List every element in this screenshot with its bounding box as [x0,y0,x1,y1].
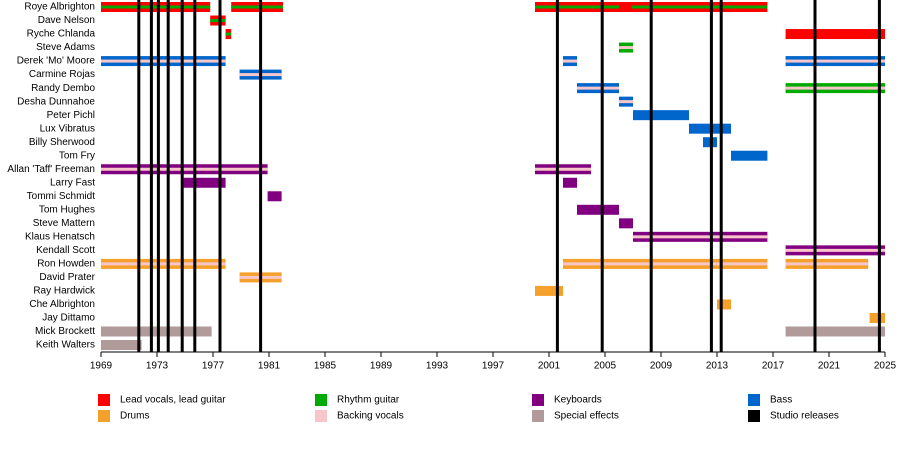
member-name: Che Albrighton [29,299,95,310]
membership-bar [101,326,212,337]
membership-stripe [101,5,211,9]
membership-stripe [210,19,226,23]
legend-swatch [315,394,327,406]
member-name: Ryche Chlanda [27,29,96,40]
member-name: Allan 'Taff' Freeman [7,164,95,175]
member-name: Tom Fry [59,150,95,161]
x-tick-label: 1993 [426,361,449,372]
x-tick-label: 2017 [762,361,785,372]
membership-stripe [785,59,885,63]
member-name: Peter Pichl [47,110,95,121]
x-tick-label: 1989 [370,361,393,372]
membership-bar [717,299,731,310]
x-tick-label: 2021 [818,361,841,372]
legend-label: Backing vocals [337,411,404,422]
membership-stripe [577,86,619,90]
x-tick-label: 2001 [538,361,561,372]
legend-label: Special effects [554,411,619,422]
membership-stripe [101,167,268,171]
legend-swatch [748,394,760,406]
member-name: Carmine Rojas [29,69,95,80]
membership-bar [869,312,885,323]
member-name: Klaus Henatsch [25,231,95,242]
membership-bar [563,177,577,188]
membership-stripe [231,5,283,9]
member-name: Larry Fast [50,177,95,188]
member-name: Ron Howden [37,259,95,270]
member-name: Randy Dembo [31,83,95,94]
membership-bar [577,204,619,215]
member-name: Roye Albrighton [24,2,95,13]
membership-stripe [101,59,226,63]
x-tick-label: 2005 [594,361,617,372]
legend-swatch [748,410,760,422]
legend-label: Studio releases [770,411,839,422]
membership-stripe [633,235,768,239]
membership-bar [785,326,885,337]
membership-bar [101,340,142,350]
membership-bar [183,177,226,188]
x-tick-label: 1969 [90,361,113,372]
member-name: Billy Sherwood [29,137,95,148]
member-name: Kendall Scott [36,245,95,256]
member-name: Derek 'Mo' Moore [17,56,96,67]
x-tick-label: 2025 [874,361,897,372]
membership-stripe [785,86,885,90]
member-name: Dave Nelson [38,15,95,26]
x-tick-label: 1973 [146,361,169,372]
membership-stripe [101,262,226,266]
membership-bar [619,218,633,229]
x-tick-label: 2013 [706,361,729,372]
membership-stripe [785,248,885,252]
member-name: Lux Vibratus [40,123,95,134]
membership-stripe [535,167,591,171]
member-name: Keith Walters [36,340,95,351]
legend-swatch [532,394,544,406]
member-name: Steve Mattern [33,218,95,229]
membership-stripe [225,32,232,36]
legend-swatch [532,410,544,422]
member-name: Ray Hardwick [33,286,96,297]
legend-label: Bass [770,395,792,406]
x-tick-label: 2009 [650,361,673,372]
membership-bar [633,110,689,121]
member-name: Jay Dittamo [42,313,95,324]
x-tick-label: 1981 [258,361,281,372]
legend-swatch [98,394,110,406]
membership-stripe [563,59,577,63]
legend-label: Rhythm guitar [337,395,400,406]
x-tick-label: 1985 [314,361,337,372]
member-name: Tommi Schmidt [27,191,96,202]
membership-stripe [785,262,869,266]
membership-stripe [563,262,768,266]
membership-stripe [619,46,633,50]
membership-bar [535,285,563,296]
member-name: Steve Adams [36,42,95,53]
member-name: Mick Brockett [35,326,95,337]
membership-stripe [619,100,633,104]
x-tick-label: 1977 [202,361,225,372]
legend-label: Keyboards [554,395,602,406]
legend-label: Drums [120,411,149,422]
legend-label: Lead vocals, lead guitar [120,395,226,406]
membership-bar [785,29,885,40]
member-name: Tom Hughes [39,204,95,215]
membership-bar [619,2,632,12]
legend-swatch [98,410,110,422]
x-tick-label: 1997 [482,361,505,372]
membership-bar [731,150,768,161]
member-name: David Prater [39,272,95,283]
member-name: Desha Dunnahoe [17,96,95,107]
membership-bar [267,191,282,202]
legend-swatch [315,410,327,422]
